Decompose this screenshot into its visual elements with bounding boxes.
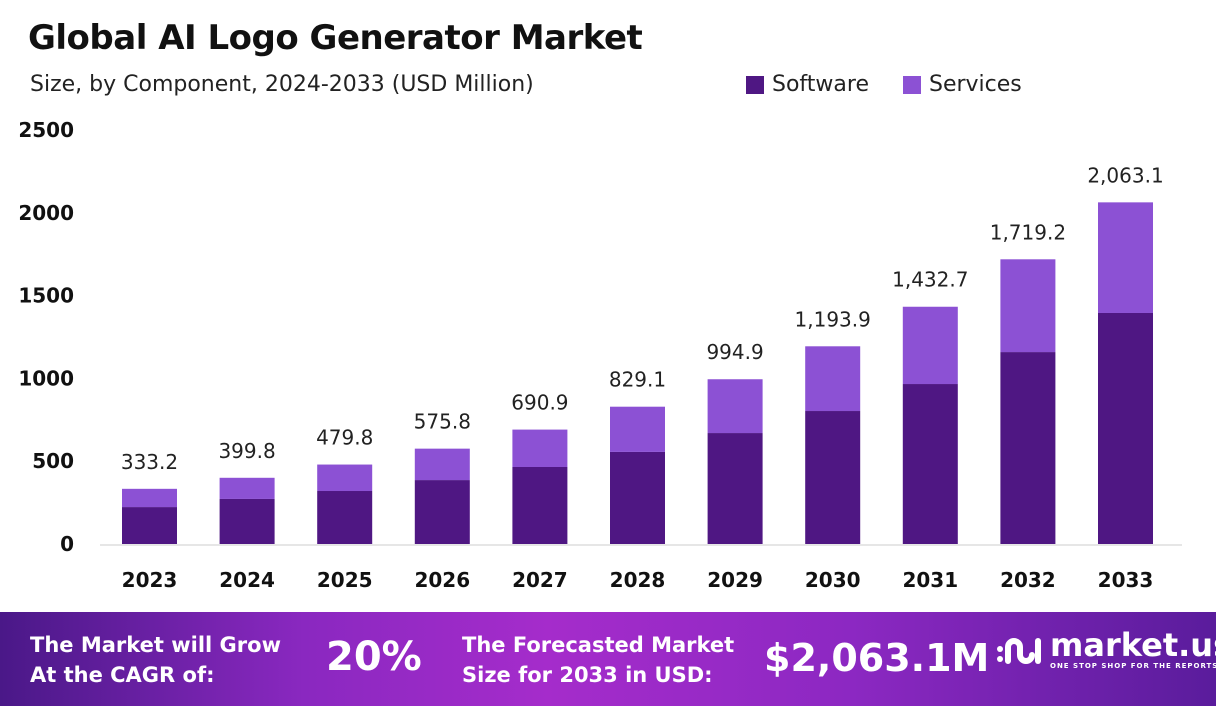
y-tick-label: 1500: [18, 284, 74, 308]
forecast-value: $2,063.1M: [764, 636, 990, 680]
total-data-label: 575.8: [414, 410, 471, 434]
legend-swatch: [902, 75, 921, 94]
bar-services: [1098, 202, 1153, 313]
bar-software: [219, 498, 275, 544]
chart-title: Global AI Logo Generator Market: [28, 18, 643, 58]
y-tick-label: 500: [32, 449, 74, 473]
bar-services: [1000, 259, 1056, 353]
legend-label: Services: [928, 72, 1022, 97]
legend: Software Services: [746, 72, 1022, 97]
x-tick-label: 2033: [1098, 568, 1154, 592]
x-tick-label: 2032: [1000, 568, 1056, 592]
bar-chart: 0 500 1000 1500 2000 2500 333.2 2023 399.8 2024 47…: [18, 118, 1182, 592]
bar-services: [317, 464, 373, 492]
bar-services: [219, 477, 275, 499]
bar-software: [512, 466, 568, 544]
y-tick-label: 2000: [18, 201, 74, 225]
legend-swatch: [746, 75, 764, 94]
bar-software: [902, 384, 958, 544]
total-data-label: 829.1: [609, 368, 666, 392]
x-tick-label: 2030: [805, 568, 861, 592]
x-tick-label: 2024: [219, 568, 275, 592]
x-tick-label: 2027: [512, 568, 568, 592]
x-tick-label: 2023: [122, 568, 178, 592]
legend-item-software: Software: [746, 72, 869, 97]
forecast-label-line: The Forecasted Market: [462, 633, 735, 657]
x-tick-label: 2026: [414, 568, 470, 592]
total-data-label: 690.9: [511, 391, 568, 415]
bar-services: [707, 379, 763, 434]
forecast-label-line: Size for 2033 in USD:: [462, 663, 713, 687]
cagr-label-line: At the CAGR of:: [30, 663, 215, 687]
legend-item-services: Services: [902, 72, 1022, 97]
legend-label: Software: [772, 72, 869, 97]
total-data-label: 399.8: [218, 439, 275, 463]
bar-software: [707, 433, 763, 544]
logo-mark-icon: [997, 638, 1041, 664]
y-tick-label: 0: [60, 532, 74, 556]
x-tick-label: 2029: [707, 568, 763, 592]
logo-name: market.us: [1050, 626, 1216, 664]
bar-services: [122, 488, 177, 508]
bar-software: [1098, 312, 1153, 544]
y-tick-label: 2500: [18, 118, 74, 142]
total-data-label: 479.8: [316, 426, 373, 450]
summary-banner: The Market will Grow At the CAGR of: 20% …: [0, 612, 1216, 706]
bar-services: [902, 306, 958, 385]
bar-software: [414, 480, 470, 544]
bar-software: [805, 411, 861, 544]
chart-subtitle: Size, by Component, 2024-2033 (USD Milli…: [30, 72, 534, 97]
market-us-logo: market.us ONE STOP SHOP FOR THE REPORTS: [994, 628, 1216, 670]
forecast-label: The Forecasted Market Size for 2033 in US…: [462, 630, 734, 690]
bar-services: [414, 448, 470, 481]
y-tick-label: 1000: [18, 366, 74, 390]
x-tick-label: 2025: [317, 568, 373, 592]
cagr-value: 20%: [326, 634, 422, 680]
x-tick-label: 2028: [610, 568, 666, 592]
total-data-label: 994.9: [706, 340, 763, 364]
total-data-label: 1,432.7: [892, 268, 968, 292]
total-data-label: 1,193.9: [795, 307, 871, 331]
bar-software: [317, 491, 373, 544]
total-data-label: 333.2: [121, 450, 178, 474]
logo-tagline: ONE STOP SHOP FOR THE REPORTS: [1050, 662, 1216, 670]
total-data-label: 2,063.1: [1087, 163, 1163, 187]
cagr-label: The Market will Grow At the CAGR of:: [30, 630, 281, 690]
bar-services: [805, 346, 861, 412]
bar-services: [512, 429, 568, 467]
x-tick-label: 2031: [902, 568, 958, 592]
bar-software: [610, 451, 665, 544]
total-data-label: 1,719.2: [990, 220, 1066, 244]
cagr-label-line: The Market will Grow: [30, 633, 281, 657]
bar-software: [122, 507, 177, 544]
bar-software: [1000, 352, 1056, 544]
bar-services: [610, 406, 665, 452]
